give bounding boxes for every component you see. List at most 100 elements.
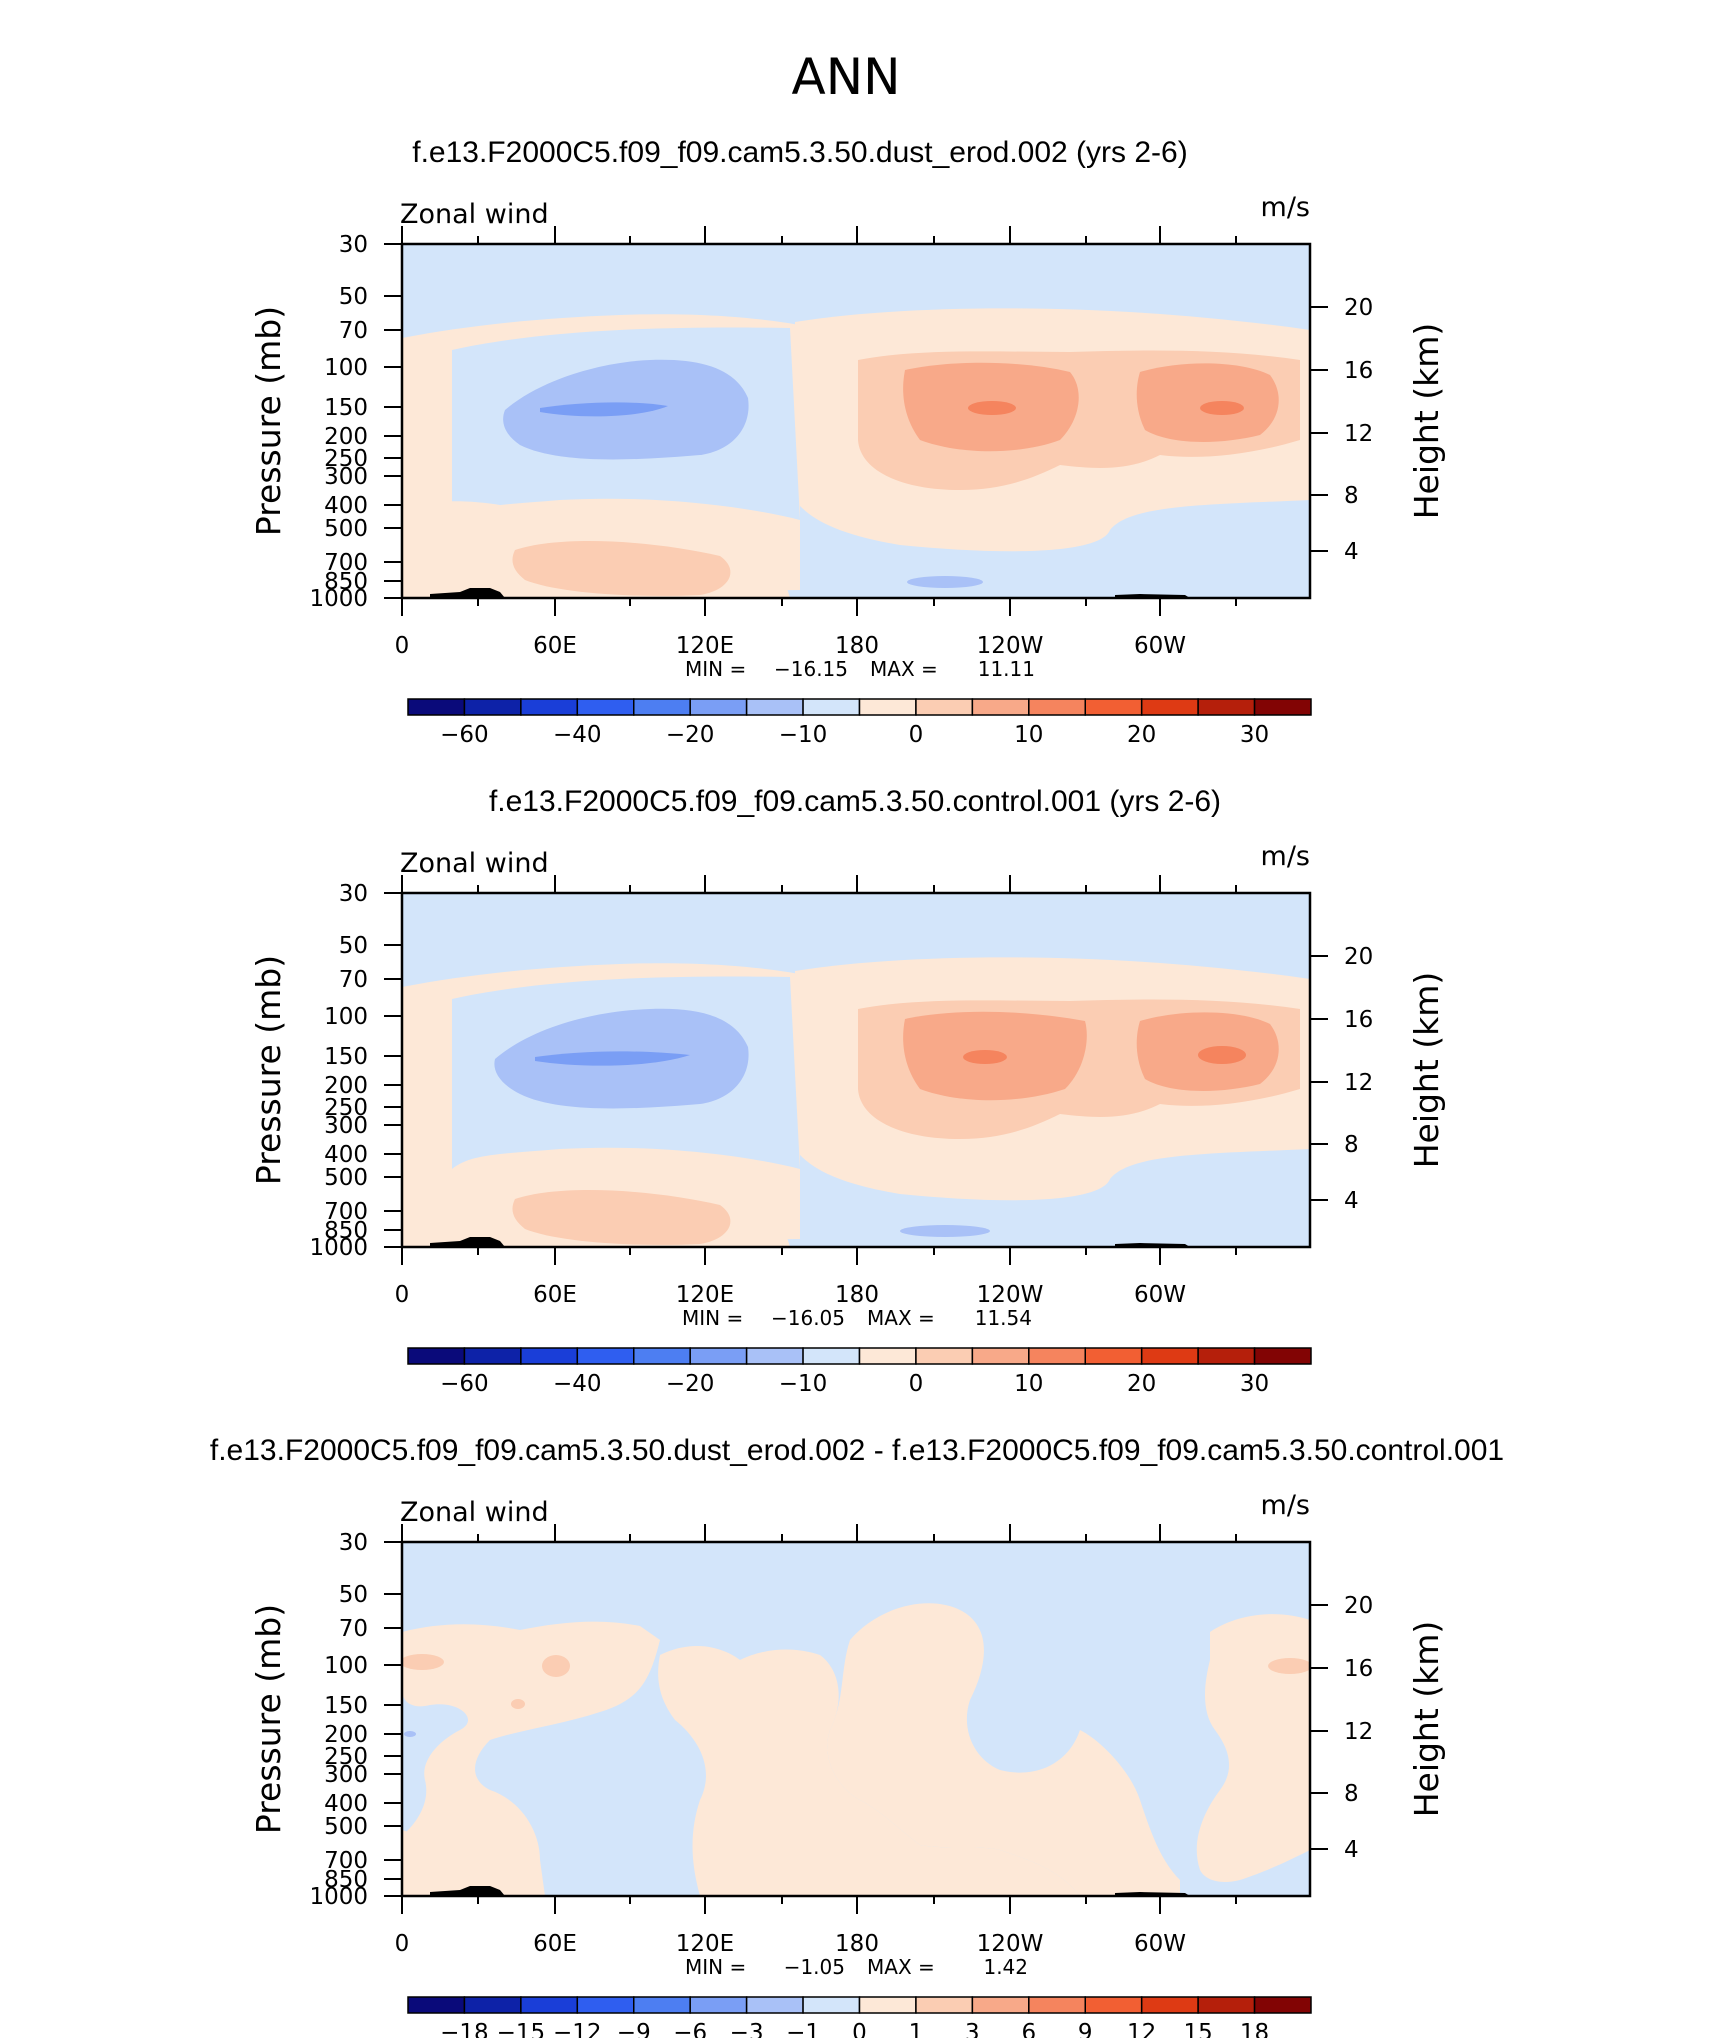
- panel-2-x-tick-label: 60W: [1134, 1282, 1186, 1308]
- panel-1-x-tick-label: 120E: [676, 633, 734, 659]
- colorbar-label: −40: [553, 722, 602, 748]
- panel-1-y-tick-labels: 30 50 70 100 150 200 250 300 400 500 700…: [309, 232, 368, 612]
- panel-3-y-tick-label: 500: [324, 1814, 368, 1840]
- colorbar-swatch: [915, 1347, 974, 1365]
- panel-2-units-label: m/s: [1261, 841, 1310, 872]
- panel-3-variable-label: Zonal wind: [400, 1497, 549, 1528]
- panel-2-max-value: 11.54: [975, 1306, 1032, 1330]
- colorbar-swatch: [745, 1347, 804, 1365]
- colorbar-label: −18: [440, 2020, 489, 2038]
- panel-2-x-tick-label: 0: [395, 1282, 410, 1308]
- panel-2-colorbar: [407, 1347, 1312, 1365]
- colorbar-swatch: [520, 1996, 579, 2014]
- colorbar-label: −9: [617, 2020, 651, 2038]
- panel-3-y-tick-label: 300: [324, 1762, 368, 1788]
- panel-1-height-tick-label: 20: [1344, 295, 1373, 321]
- panel-1-y-tick-label: 250: [324, 446, 368, 472]
- panel-3-height-tick-label: 8: [1344, 1781, 1359, 1807]
- colorbar-label: −15: [497, 2020, 546, 2038]
- panel-1-height-tick-label: 16: [1344, 358, 1373, 384]
- colorbar-label: −60: [440, 1371, 489, 1397]
- colorbar-label: −6: [673, 2020, 707, 2038]
- colorbar-swatch: [971, 1996, 1030, 2014]
- panel-2-y-tick-label: 500: [324, 1165, 368, 1191]
- colorbar-swatch: [1028, 1347, 1087, 1365]
- panel-3-height-tick-label: 20: [1344, 1593, 1373, 1619]
- colorbar-swatch: [1253, 1996, 1312, 2014]
- panel-2-jet-core-west: [963, 1050, 1007, 1064]
- panel-1-y-tick-label: 150: [324, 395, 368, 421]
- panel-3-colorbar: [407, 1996, 1312, 2014]
- panel-1-min-label: MIN =: [685, 657, 746, 681]
- colorbar-label: 0: [852, 2020, 867, 2038]
- panel-1-y-tick-label: 50: [339, 284, 368, 310]
- panel-2-height-tick-labels: 20 16 12 8 4: [1344, 944, 1373, 1214]
- panel-3-y-tick-labels: 30 50 70 100 150 200 250 300 400 500 700…: [309, 1530, 368, 1910]
- colorbar-label: 10: [1014, 722, 1043, 748]
- colorbar-swatch: [1140, 698, 1199, 716]
- panel-1-y-tick-label: 30: [339, 232, 368, 258]
- panel-3-y-axis-title: Pressure (mb): [249, 1604, 288, 1834]
- panel-3-y-tick-label: 250: [324, 1744, 368, 1770]
- panel-3-x-tick-label: 120E: [676, 1931, 734, 1957]
- panel-1-field: [402, 244, 1310, 598]
- panel-1-max-label: MAX =: [870, 657, 938, 681]
- colorbar-swatch: [689, 698, 748, 716]
- panel-3-y-tick-label: 1000: [309, 1884, 368, 1910]
- panel-2-y-axis-title: Pressure (mb): [249, 955, 288, 1185]
- panel-1-variable-label: Zonal wind: [400, 199, 549, 230]
- colorbar-label: 18: [1240, 2020, 1269, 2038]
- colorbar-swatch: [1197, 698, 1256, 716]
- panel-1-lower-easterly: [402, 501, 500, 525]
- panel-2-min-label: MIN =: [682, 1306, 743, 1330]
- colorbar-swatch: [576, 1347, 635, 1365]
- colorbar-swatch: [1028, 1996, 1087, 2014]
- panel-1-colorbar-labels: −60 −40 −20 −10 0 10 20 30: [440, 722, 1269, 748]
- panel-2-variable-label: Zonal wind: [400, 848, 549, 879]
- colorbar-label: 20: [1127, 1371, 1156, 1397]
- panel-3-x-tick-label: 180: [835, 1931, 879, 1957]
- panel-1-units-label: m/s: [1261, 192, 1310, 223]
- panel-1-height-tick-label: 12: [1344, 421, 1373, 447]
- panel-1-y-tick-label: 200: [324, 424, 368, 450]
- colorbar-swatch: [1140, 1347, 1199, 1365]
- panel-1-y-tick-label: 500: [324, 516, 368, 542]
- panel-3-height-tick-label: 16: [1344, 1656, 1373, 1682]
- panel-3-x-tick-label: 120W: [977, 1931, 1044, 1957]
- panel-1-height-tick-label: 8: [1344, 483, 1359, 509]
- panel-2-y-tick-label: 150: [324, 1044, 368, 1070]
- panel-3-y-axis-title-right: Height (km): [1407, 1621, 1446, 1818]
- panel-3-x-tick-label: 60E: [533, 1931, 577, 1957]
- colorbar-swatch: [745, 698, 804, 716]
- panel-3-positive-central-region: [658, 1645, 1080, 1896]
- panel-3-positive-east-region: [1196, 1614, 1310, 1882]
- panel-3-y-tick-label: 400: [324, 1791, 368, 1817]
- colorbar-swatch: [520, 1347, 579, 1365]
- panel-2-height-tick-label: 8: [1344, 1132, 1359, 1158]
- colorbar-swatch: [1084, 1347, 1143, 1365]
- colorbar-label: 0: [909, 722, 924, 748]
- panel-3-colorbar-labels: −18 −15 −12 −9 −6 −3 −1 0 1 3 6 9 12 15 18: [440, 2020, 1269, 2038]
- panel-3-y-tick-label: 70: [339, 1616, 368, 1642]
- colorbar-swatch: [520, 698, 579, 716]
- panel-2-height-tick-label: 16: [1344, 1007, 1373, 1033]
- panel-3-y-tick-label: 700: [324, 1848, 368, 1874]
- panel-2-y-tick-label: 300: [324, 1113, 368, 1139]
- panel-1-x-tick-label: 0: [395, 633, 410, 659]
- panel-3-positive-surface-west: [402, 1830, 490, 1896]
- colorbar-swatch: [633, 698, 691, 716]
- panel-3-x-tick-label: 60W: [1134, 1931, 1186, 1957]
- panel-2-contour-neg20: [535, 1051, 690, 1066]
- colorbar-label: −10: [779, 1371, 828, 1397]
- panel-3-negative-cell: [404, 1731, 416, 1737]
- panel-2-colorbar-labels: −60 −40 −20 −10 0 10 20 30: [440, 1371, 1269, 1397]
- colorbar-swatch: [689, 1996, 748, 2014]
- colorbar-swatch: [802, 698, 861, 716]
- panel-1-y-tick-label: 1000: [309, 586, 368, 612]
- panel-1-y-tick-label: 300: [324, 464, 368, 490]
- panel-1-x-tick-label: 60W: [1134, 633, 1186, 659]
- colorbar-label: −10: [779, 722, 828, 748]
- panel-2-y-tick-label: 700: [324, 1199, 368, 1225]
- colorbar-label: 20: [1127, 722, 1156, 748]
- panel-1-max-value: 11.11: [978, 657, 1035, 681]
